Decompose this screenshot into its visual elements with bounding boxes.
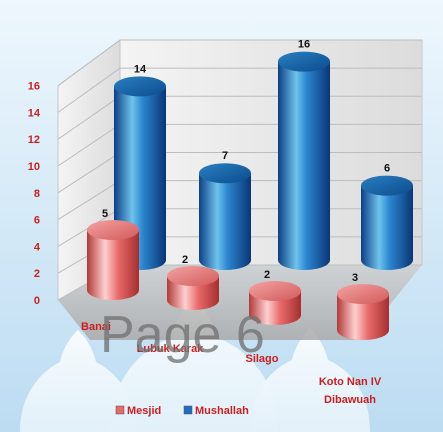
y-tick-label: 8 — [34, 188, 40, 200]
bar-mesjid-top — [337, 284, 389, 304]
legend-item: Mesjid — [115, 405, 161, 417]
y-tick-label: 10 — [28, 161, 40, 173]
legend-swatch — [115, 405, 125, 415]
bar-mushallah-top — [114, 76, 166, 97]
y-tick-label: 12 — [28, 134, 40, 146]
category-label: Lubuk Karak — [137, 343, 205, 355]
bar-mushallah-top — [278, 51, 330, 72]
bar-mushallah — [361, 175, 413, 270]
y-tick-label: 2 — [34, 268, 40, 280]
bar-mushallah-body — [278, 61, 330, 270]
bar-mesjid — [87, 220, 139, 300]
y-tick-label: 16 — [28, 81, 40, 93]
bars — [87, 51, 413, 340]
y-tick-label: 6 — [34, 215, 40, 227]
bar-mesjid — [249, 281, 301, 325]
data-label: 2 — [264, 269, 270, 281]
category-label: Banai — [81, 321, 111, 333]
bar-mushallah-top — [361, 175, 413, 196]
bar-mushallah-body — [361, 185, 413, 270]
legend: Mesjid Mushallah — [115, 405, 249, 417]
bar-mesjid-top — [167, 266, 219, 286]
data-label: 2 — [182, 254, 188, 266]
y-tick-label: 0 — [34, 295, 40, 307]
data-label: 5 — [102, 208, 108, 220]
category-label: Koto Nan IV Dibawuah — [319, 376, 382, 406]
legend-item: Mushallah — [183, 405, 249, 417]
category-label: Silago — [245, 353, 278, 365]
legend-label: Mesjid — [127, 405, 161, 417]
watermark-text: Page 6 — [100, 306, 265, 364]
dome-decoration — [20, 298, 370, 432]
bar-mesjid-top — [249, 281, 301, 301]
data-labels: 14 7 16 6 5 2 2 3 — [102, 39, 390, 284]
bar-mesjid — [337, 284, 389, 340]
data-label: 14 — [134, 63, 147, 75]
bar-mesjid-top — [87, 220, 139, 240]
y-tick-label: 14 — [28, 107, 41, 119]
data-label: 6 — [384, 163, 390, 175]
bar-mesjid-body — [337, 294, 389, 340]
bar-mesjid — [167, 266, 219, 310]
data-label: 7 — [222, 150, 228, 162]
y-axis-ticks: 0 2 4 6 8 10 12 14 16 — [28, 81, 41, 307]
data-label: 3 — [352, 272, 358, 284]
bar-mushallah-body — [199, 173, 251, 270]
bar-mesjid-body — [87, 230, 139, 300]
gridline — [57, 39, 422, 87]
legend-label: Mushallah — [195, 405, 249, 417]
data-label: 16 — [298, 39, 310, 51]
bar-mushallah — [199, 163, 251, 270]
plot-floor — [58, 265, 422, 340]
y-tick-label: 4 — [34, 241, 41, 253]
legend-swatch — [183, 405, 193, 415]
bar-mushallah — [278, 51, 330, 270]
category-labels: Banai Lubuk Karak Silago Koto Nan IV Dibawua… — [81, 321, 382, 406]
bar-mushallah-top — [199, 163, 251, 184]
